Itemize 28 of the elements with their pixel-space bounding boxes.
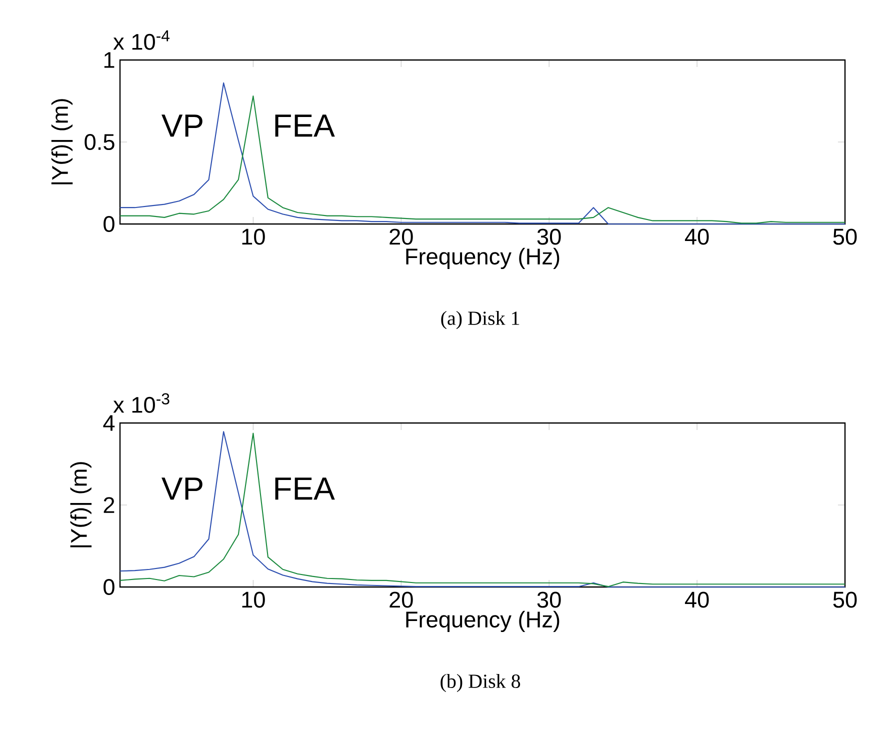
series-label: FEA	[275, 114, 335, 137]
x-tick-label: 50	[833, 592, 857, 608]
y-axis-title: |Y(f)| (m)	[51, 99, 73, 184]
x-tick-label: 10	[242, 228, 265, 245]
text: x 10$^{-3}$	[113, 393, 170, 413]
x-tick-label: 50	[833, 228, 857, 245]
text: x 10$^{-4}$	[113, 30, 170, 50]
series-label: FEA	[275, 478, 335, 500]
y-tick-label: 2	[104, 497, 114, 513]
x-axis-title: Frequency (Hz)	[406, 248, 560, 270]
x-tick-label: 10	[242, 592, 265, 608]
x-tick-label: 20	[390, 592, 413, 608]
y-tick-label: 1	[104, 52, 114, 68]
series-label: VP	[162, 114, 202, 137]
text: (a) Disk 1	[441, 310, 520, 330]
x-axis-title: Frequency (Hz)	[406, 610, 560, 632]
x-tick-label: 40	[684, 592, 709, 608]
y-tick-label: 4	[103, 415, 115, 431]
x-tick-label: 20	[390, 228, 413, 245]
text: (b) Disk 8	[440, 674, 520, 692]
y-tick-label: 0	[104, 578, 114, 596]
series-label: VP	[162, 478, 202, 500]
x-tick-label: 30	[537, 592, 561, 608]
x-tick-label: 40	[684, 228, 709, 245]
x-tick-label: 30	[537, 228, 561, 245]
y-tick-label: 0.5	[84, 134, 114, 150]
y-tick-label: 0	[104, 216, 114, 232]
y-axis-title: |Y(f)| (m)	[70, 462, 92, 548]
